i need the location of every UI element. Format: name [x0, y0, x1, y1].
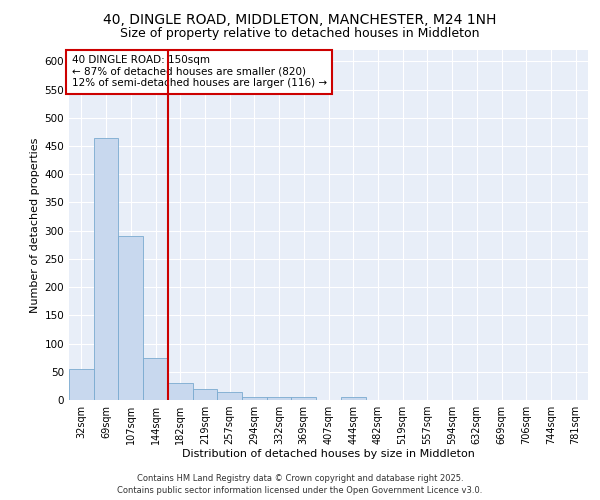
- Bar: [168, 383, 193, 400]
- Bar: [341, 397, 365, 400]
- Bar: [292, 397, 316, 400]
- Y-axis label: Number of detached properties: Number of detached properties: [30, 138, 40, 312]
- Text: 40 DINGLE ROAD: 150sqm
← 87% of detached houses are smaller (820)
12% of semi-de: 40 DINGLE ROAD: 150sqm ← 87% of detached…: [71, 56, 327, 88]
- Bar: [267, 397, 292, 400]
- Bar: [217, 392, 242, 400]
- Bar: [193, 388, 217, 400]
- Bar: [118, 236, 143, 400]
- Text: Contains HM Land Registry data © Crown copyright and database right 2025.
Contai: Contains HM Land Registry data © Crown c…: [118, 474, 482, 495]
- Bar: [242, 397, 267, 400]
- Bar: [69, 369, 94, 400]
- Bar: [94, 138, 118, 400]
- Bar: [143, 358, 168, 400]
- Text: 40, DINGLE ROAD, MIDDLETON, MANCHESTER, M24 1NH: 40, DINGLE ROAD, MIDDLETON, MANCHESTER, …: [103, 12, 497, 26]
- Text: Size of property relative to detached houses in Middleton: Size of property relative to detached ho…: [120, 28, 480, 40]
- X-axis label: Distribution of detached houses by size in Middleton: Distribution of detached houses by size …: [182, 448, 475, 458]
